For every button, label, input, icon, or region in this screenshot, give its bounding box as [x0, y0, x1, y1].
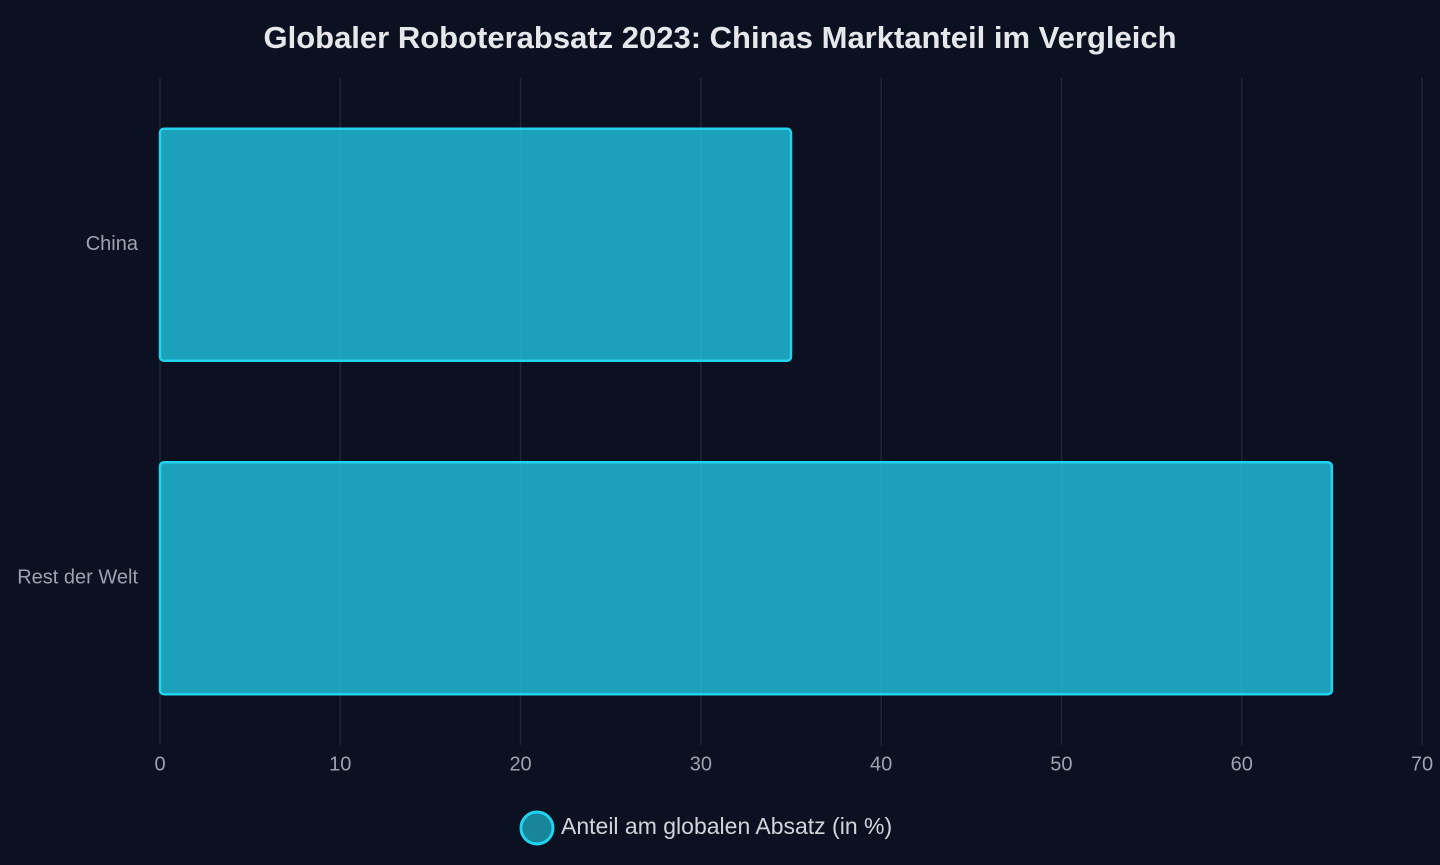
- x-tick-label: 30: [690, 753, 712, 775]
- x-tick-label: 0: [154, 753, 165, 775]
- bar: [158, 460, 1334, 696]
- x-tick-label: 10: [329, 753, 351, 775]
- x-tick-label: 70: [1411, 753, 1433, 775]
- x-tick-label: 20: [509, 753, 531, 775]
- legend-swatch: [519, 810, 555, 846]
- x-tick-label: 60: [1231, 753, 1253, 775]
- y-tick-label: Rest der Welt: [17, 567, 138, 589]
- chart-title: Globaler Roboterabsatz 2023: Chinas Mark…: [263, 20, 1176, 55]
- x-tick-label: 40: [870, 753, 892, 775]
- bar: [158, 127, 793, 363]
- x-tick-label: 50: [1050, 753, 1072, 775]
- legend-label: Anteil am globalen Absatz (in %): [561, 813, 892, 839]
- y-tick-label: China: [86, 233, 139, 255]
